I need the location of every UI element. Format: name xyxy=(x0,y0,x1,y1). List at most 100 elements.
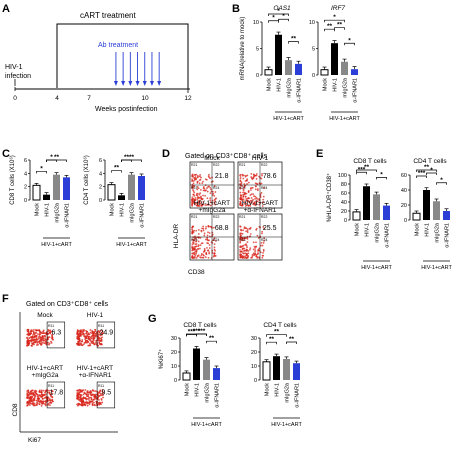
quadrant-label: R21 xyxy=(191,215,197,219)
event-dot xyxy=(36,338,39,341)
event-dot xyxy=(240,245,243,248)
event-dot xyxy=(44,391,46,394)
panel-a-letter: A xyxy=(2,3,10,15)
event-dot xyxy=(39,331,41,334)
significance-label: ** xyxy=(274,329,280,336)
event-dot xyxy=(101,336,104,339)
category-label: Mock xyxy=(185,383,191,396)
event-dot xyxy=(245,202,248,205)
bar-1 xyxy=(412,212,421,221)
event-dot xyxy=(28,341,31,344)
significance-bracket xyxy=(206,340,217,344)
ab-arrow-head xyxy=(157,81,162,86)
y-tick-label: 0 xyxy=(404,218,407,224)
event-dot xyxy=(245,244,248,247)
event-dot xyxy=(38,403,41,406)
event-dot xyxy=(89,329,92,331)
event-dot xyxy=(239,174,241,177)
panel-f: F Gated on CD3⁺CD8⁺ cells R11 6.3 Mock R11 2… xyxy=(2,293,118,444)
significance-label: * xyxy=(282,13,285,20)
event-dot xyxy=(247,190,250,193)
event-dot xyxy=(243,247,246,250)
event-dot xyxy=(92,398,95,401)
significance-bracket xyxy=(356,171,367,175)
event-dot xyxy=(42,393,44,396)
event-dot xyxy=(248,227,251,230)
flow-plot-label: HIV-1+cART xyxy=(242,200,278,207)
event-dot xyxy=(252,248,255,251)
event-dot xyxy=(262,195,265,198)
bar-4 xyxy=(383,205,390,220)
event-dot xyxy=(200,252,203,255)
event-dot xyxy=(262,254,265,257)
significance-bracket xyxy=(268,20,279,23)
event-dot xyxy=(87,344,90,347)
category-label: HIV-1 xyxy=(365,223,371,237)
bar-1 xyxy=(182,372,191,381)
event-dot xyxy=(254,253,257,256)
event-dot xyxy=(191,174,194,177)
event-dot xyxy=(243,191,246,194)
event-dot xyxy=(198,193,201,196)
event-dot xyxy=(100,394,103,396)
y-tick-label: 4 xyxy=(99,171,102,177)
event-dot xyxy=(83,391,86,394)
event-dot xyxy=(195,178,197,181)
event-dot xyxy=(29,330,32,333)
event-dot xyxy=(259,196,262,198)
event-dot xyxy=(260,241,263,244)
event-dot xyxy=(191,199,194,202)
event-dot xyxy=(250,193,253,196)
event-dot xyxy=(209,201,212,204)
bar-2 xyxy=(193,348,200,380)
event-dot xyxy=(100,334,103,336)
event-dot xyxy=(262,225,265,228)
event-dot xyxy=(34,395,36,398)
flow-plot-label: HIV-1+cART xyxy=(27,365,63,372)
event-dot xyxy=(200,203,203,206)
quadrant-label: R24 xyxy=(213,238,219,242)
event-dot xyxy=(37,397,40,400)
event-dot xyxy=(246,241,249,243)
quadrant-label: R24 xyxy=(261,238,267,242)
y-tick-label: 10 xyxy=(253,20,259,26)
event-dot xyxy=(254,247,257,249)
event-dot xyxy=(243,257,246,259)
ab-arrow-head xyxy=(142,81,147,86)
event-dot xyxy=(202,227,205,230)
event-dot xyxy=(242,195,245,198)
cart-label: cART treatment xyxy=(80,11,137,20)
event-dot xyxy=(27,391,30,394)
category-label: mIgG2a xyxy=(205,382,211,403)
event-dot xyxy=(48,398,51,400)
event-dot xyxy=(41,341,44,344)
event-dot xyxy=(44,342,47,345)
event-dot xyxy=(259,244,262,247)
event-dot xyxy=(262,248,265,251)
bar-1 xyxy=(352,211,361,221)
event-dot xyxy=(194,238,197,241)
category-label: Mock xyxy=(415,223,421,236)
event-dot xyxy=(204,227,207,230)
event-dot xyxy=(89,336,92,339)
event-dot xyxy=(94,329,97,331)
event-dot xyxy=(202,229,205,232)
event-dot xyxy=(94,342,97,344)
event-dot xyxy=(198,247,201,250)
event-dot xyxy=(48,389,50,392)
event-dot xyxy=(247,252,250,255)
event-dot xyxy=(202,187,205,190)
event-dot xyxy=(240,204,243,207)
bar-4 xyxy=(213,368,220,380)
event-dot xyxy=(255,202,258,204)
event-dot xyxy=(210,257,213,259)
event-dot xyxy=(242,177,245,180)
event-dot xyxy=(89,331,92,334)
event-dot xyxy=(263,186,265,189)
event-dot xyxy=(84,403,87,406)
event-dot xyxy=(195,252,198,255)
bar-2 xyxy=(423,190,430,220)
bar-4 xyxy=(63,177,70,200)
event-dot xyxy=(196,188,199,191)
flow-plot-label: HIV-1 xyxy=(87,312,104,319)
